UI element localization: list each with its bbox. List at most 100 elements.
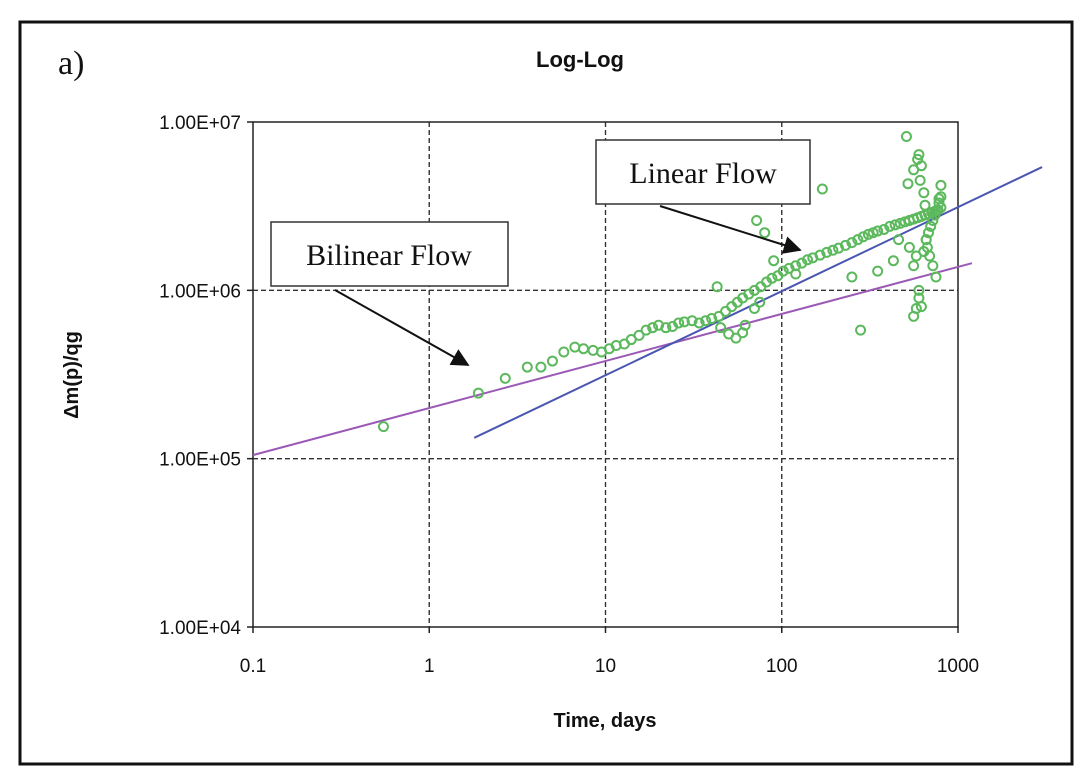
data-point: [878, 223, 890, 235]
data-point: [751, 214, 763, 226]
data-point: [759, 227, 771, 239]
y-tick-label: 1.00E+07: [159, 113, 241, 134]
x-tick-label: 1000: [937, 656, 979, 677]
data-point: [910, 302, 922, 314]
data-point: [872, 225, 884, 237]
x-tick-label: 100: [766, 656, 798, 677]
data-point: [739, 319, 751, 331]
data-point: [920, 234, 932, 246]
bilinear-trend-line: [252, 262, 973, 457]
data-point: [922, 227, 934, 239]
data-point: [889, 219, 901, 231]
data-point: [846, 237, 858, 249]
data-point: [377, 421, 389, 433]
data-point: [730, 332, 742, 344]
data-point: [754, 296, 766, 308]
x-tick-label: 0.1: [240, 656, 266, 677]
data-point: [706, 313, 718, 325]
data-point: [924, 250, 936, 262]
data-point: [790, 268, 802, 280]
data-point: [900, 131, 912, 143]
data-point: [929, 209, 941, 221]
data-point: [653, 319, 665, 331]
y-axis-title: Δm(p)/qg: [61, 331, 83, 419]
data-point: [852, 234, 864, 246]
data-point: [930, 271, 942, 283]
data-point: [915, 301, 927, 313]
x-tick-label: 1: [424, 656, 435, 677]
bilinear-callout-label: Bilinear Flow: [306, 239, 472, 272]
data-point: [693, 317, 705, 329]
data-point: [884, 220, 896, 232]
data-point: [846, 271, 858, 283]
data-point: [816, 183, 828, 195]
data-point: [640, 324, 652, 336]
data-point: [700, 315, 712, 327]
data-point: [914, 174, 926, 186]
data-point: [748, 302, 760, 314]
data-point: [647, 322, 659, 334]
data-point: [499, 372, 511, 384]
data-point: [931, 204, 943, 216]
data-point: [660, 322, 672, 334]
data-point: [535, 361, 547, 373]
x-axis-ticks: 0.1 1 10 100 1000: [240, 627, 979, 677]
data-point: [686, 315, 698, 327]
trend-lines: [252, 166, 1043, 457]
data-point: [840, 239, 852, 251]
data-point: [521, 361, 533, 373]
data-point: [887, 255, 899, 267]
y-tick-label: 1.00E+04: [159, 618, 241, 639]
data-point: [783, 262, 795, 274]
data-point: [933, 197, 945, 209]
data-point: [472, 387, 484, 399]
data-point: [768, 255, 780, 267]
data-point: [715, 322, 727, 334]
bilinear-arrow: [334, 289, 470, 366]
data-point: [913, 149, 925, 161]
data-point: [633, 329, 645, 341]
y-axis-ticks: 1.00E+04 1.00E+05 1.00E+06 1.00E+07: [159, 113, 253, 639]
data-point: [802, 254, 814, 266]
linear-trend-line: [473, 166, 1043, 439]
y-tick-label: 1.00E+06: [159, 281, 241, 302]
linear-arrow: [659, 205, 802, 254]
data-point: [821, 246, 833, 258]
x-tick-label: 10: [595, 656, 616, 677]
linear-callout-label: Linear Flow: [629, 157, 777, 190]
data-point: [673, 317, 685, 329]
figure-border: [18, 20, 1074, 766]
data-point: [558, 346, 570, 358]
data-point: [927, 260, 939, 272]
bilinear-callout-box: [270, 221, 509, 287]
data-point: [902, 178, 914, 190]
linear-callout-box: [595, 139, 811, 205]
data-point: [919, 199, 931, 211]
data-point: [913, 284, 925, 296]
data-point: [711, 281, 723, 293]
chart-title: Log-Log: [536, 47, 624, 72]
data-point: [814, 249, 826, 261]
data-point: [862, 228, 874, 240]
data-point: [827, 244, 839, 256]
data-point: [908, 260, 920, 272]
data-point: [894, 217, 906, 229]
data-point: [903, 241, 915, 253]
data-point: [855, 324, 867, 336]
data-points: [377, 131, 947, 433]
y-tick-label: 1.00E+05: [159, 450, 241, 471]
x-axis-title: Time, days: [553, 710, 656, 732]
data-point: [935, 179, 947, 191]
data-point: [935, 191, 947, 203]
data-point: [678, 316, 690, 328]
data-point: [918, 187, 930, 199]
data-point: [546, 355, 558, 367]
data-point: [927, 214, 939, 226]
data-point: [915, 160, 927, 172]
data-point: [857, 231, 869, 243]
data-point: [777, 265, 789, 277]
data-point: [925, 220, 937, 232]
data-point: [933, 193, 945, 205]
